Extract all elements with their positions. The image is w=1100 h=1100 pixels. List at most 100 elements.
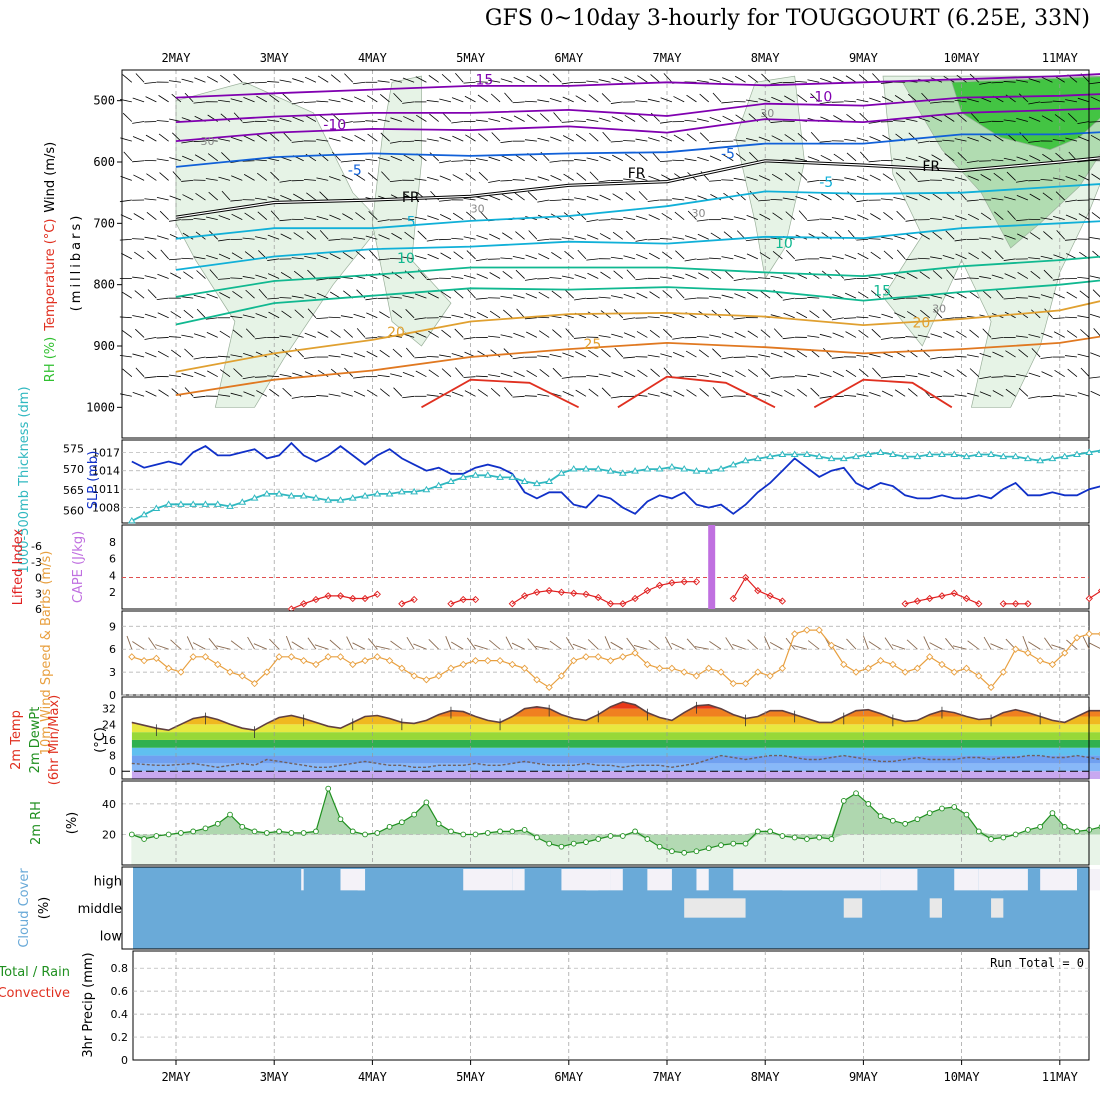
upper-wind-barb <box>759 252 771 260</box>
upper-wind-barb <box>428 75 439 83</box>
upper-wind-barb <box>316 139 329 142</box>
upper-wind-barb <box>955 215 967 221</box>
upper-wind-barb <box>561 275 574 279</box>
upper-wind-barb <box>1017 233 1029 240</box>
upper-wind-barb <box>894 95 906 103</box>
upper-wind-barb <box>573 120 587 122</box>
wind10-barb <box>785 637 796 650</box>
rh-point <box>619 833 626 839</box>
precip-tick-4: 0.8 <box>111 962 129 975</box>
upper-wind-barb <box>1030 309 1041 319</box>
upper-wind-barb <box>991 337 1004 340</box>
upper-wind-barb <box>1055 191 1065 201</box>
upper-wind-barb <box>893 158 906 162</box>
upper-wind-barb <box>672 275 685 279</box>
wind10-point <box>201 653 210 661</box>
upper-wind-barb <box>625 153 636 162</box>
upper-wind-barb <box>660 314 672 319</box>
upper-wind-barb <box>205 178 218 181</box>
li-line <box>450 598 476 605</box>
upper-wind-barb <box>794 258 807 261</box>
thickness-point <box>974 450 983 458</box>
top-axis-label-3MAY: 3MAY <box>260 51 290 65</box>
upper-wind-barb <box>745 238 758 242</box>
isotherm-label-3: -5 <box>721 146 735 162</box>
thickness-point <box>213 500 222 507</box>
isotherm-12 <box>617 375 776 409</box>
temp-frame <box>121 696 1090 780</box>
upper-wind-barb <box>1017 272 1029 279</box>
upper-wind-barb <box>156 158 169 162</box>
wind10-barb <box>1051 644 1065 650</box>
rh-fill-base <box>131 834 1100 865</box>
cloud-mid-gap-0 <box>684 898 746 918</box>
upper-wind-barb <box>807 219 820 221</box>
thickness-point <box>582 465 590 472</box>
top-axis-label-6MAY: 6MAY <box>554 51 584 65</box>
upper-wind-barb <box>1092 250 1100 259</box>
wind10-tick-6: 6 <box>109 643 116 656</box>
upper-wind-barb <box>598 79 611 83</box>
upper-wind-barb <box>967 175 979 181</box>
upper-wind-barb <box>220 74 231 83</box>
upper-wind-barb <box>823 347 832 358</box>
upper-wind-barb <box>797 94 808 103</box>
upper-wind-barb <box>463 197 476 201</box>
upper-wind-barb <box>121 252 132 260</box>
wind10-point <box>1048 660 1057 669</box>
upper-wind-barb <box>1028 334 1041 338</box>
upper-wind-barb <box>502 270 513 279</box>
wind10-point <box>950 668 958 676</box>
thickness-point <box>336 496 345 503</box>
upper-wind-barb <box>905 195 918 201</box>
wind10-barb <box>929 642 943 650</box>
wind10-barb <box>474 644 488 650</box>
upper-wind-barb <box>353 81 366 85</box>
upper-wind-barb <box>293 232 304 240</box>
upper-wind-barb <box>1005 388 1016 397</box>
upper-wind-barb <box>819 395 832 399</box>
upper-wind-barb <box>463 81 476 84</box>
upper-wind-barb <box>772 251 783 260</box>
upper-wind-barb <box>712 92 722 103</box>
thickness-point <box>287 492 296 499</box>
temp-ylabel-2: (6hr Min/Max) <box>47 695 62 785</box>
thickness-point <box>655 465 664 472</box>
upper-wind-barb <box>316 100 329 103</box>
upper-wind-barb <box>905 157 918 162</box>
upper-wind-barb <box>440 291 452 299</box>
upper-wind-barb <box>230 392 243 397</box>
upper-wind-barb <box>193 218 206 221</box>
upper-wind-barb <box>1093 328 1100 337</box>
upper-wind-barb <box>856 316 869 319</box>
upper-wind-barb <box>231 175 243 181</box>
top-axis-label-7MAY: 7MAY <box>653 51 683 65</box>
cloud-high-gap-14 <box>954 869 979 891</box>
upper-wind-barb <box>660 97 673 103</box>
upper-wind-barb <box>120 214 132 221</box>
upper-wind-barb <box>649 291 660 299</box>
wind10-ylabel: 10m Wind Speed & Barbs (m/s) <box>39 551 54 756</box>
isotherm-label-1: -10 <box>809 89 832 105</box>
upper-wind-barb <box>699 388 709 397</box>
upper-wind-barb <box>243 97 255 103</box>
temp-band-6 <box>131 724 1100 733</box>
upper-wind-barb <box>205 216 218 221</box>
upper-wind-barb <box>451 276 464 279</box>
upper-wind-barb <box>1041 115 1053 122</box>
upper-wind-barb <box>857 214 869 221</box>
upper-wind-barb <box>966 277 979 279</box>
upper-wind-barb <box>819 218 832 221</box>
upper-wind-barb <box>919 271 930 279</box>
upper-wind-barb <box>550 174 562 181</box>
upper-wind-barb <box>465 173 476 181</box>
rh-point <box>669 848 675 855</box>
upper-wind-barb <box>1090 390 1100 397</box>
upper-wind-barb <box>845 331 857 338</box>
upper-wind-barb <box>785 211 795 220</box>
upper-wind-barb <box>230 354 243 358</box>
upper-wind-barb <box>822 309 832 319</box>
upper-wind-barb <box>440 252 452 260</box>
wind10-barb <box>1028 641 1041 650</box>
wind10-barb <box>732 643 746 650</box>
